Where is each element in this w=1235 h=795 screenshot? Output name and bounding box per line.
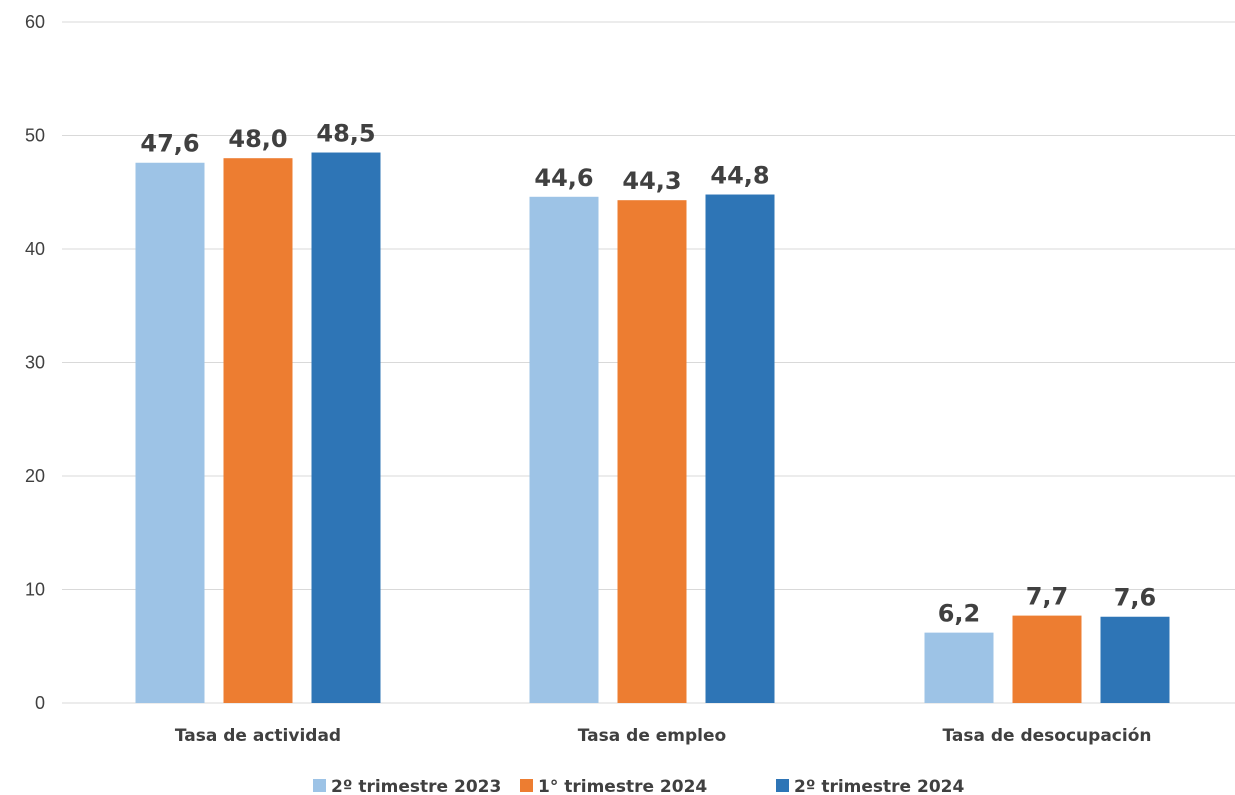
x-category-label: Tasa de desocupación: [942, 726, 1151, 746]
y-tick-label: 60: [25, 12, 45, 32]
data-label: 48,0: [228, 125, 287, 153]
y-axis-ticks: 0 10 20 30 40 50 60: [25, 12, 45, 713]
bar: [529, 196, 599, 704]
data-label: 44,6: [534, 164, 593, 192]
bar: [617, 200, 687, 703]
x-axis-categories: Tasa de actividad Tasa de empleo Tasa de d…: [175, 726, 1152, 746]
y-tick-label: 50: [25, 126, 45, 146]
data-labels: 47,6 44,6 6,2 48,0 44,3 7,7 48,5 44,8 7,6: [140, 120, 1156, 628]
legend-label: 2º trimestre 2023: [331, 777, 501, 795]
y-tick-label: 0: [35, 693, 45, 713]
data-label: 47,6: [140, 130, 199, 158]
legend-label: 2º trimestre 2024: [794, 777, 964, 795]
x-category-label: Tasa de actividad: [175, 726, 341, 746]
data-label: 44,3: [622, 167, 681, 195]
bar: [924, 632, 994, 703]
bar: [705, 194, 775, 703]
legend-label: 1° trimestre 2024: [538, 777, 707, 795]
legend-swatch: [313, 779, 326, 792]
legend-swatch: [776, 779, 789, 792]
data-label: 44,8: [710, 162, 769, 190]
data-label: 6,2: [938, 600, 981, 628]
y-tick-label: 30: [25, 353, 45, 373]
legend: 2º trimestre 2023 1° trimestre 2024 2º tri…: [313, 777, 964, 795]
y-tick-label: 10: [25, 580, 45, 600]
bars: [135, 152, 1170, 704]
bar: [1012, 615, 1082, 703]
x-category-label: Tasa de empleo: [578, 726, 726, 746]
data-label: 48,5: [316, 120, 375, 148]
data-label: 7,7: [1026, 583, 1069, 611]
bar: [1100, 616, 1170, 703]
y-tick-label: 40: [25, 239, 45, 259]
bar: [311, 152, 381, 703]
bar: [223, 158, 293, 703]
y-tick-label: 20: [25, 466, 45, 486]
data-label: 7,6: [1114, 584, 1157, 612]
bar: [135, 162, 205, 704]
legend-swatch: [520, 779, 533, 792]
